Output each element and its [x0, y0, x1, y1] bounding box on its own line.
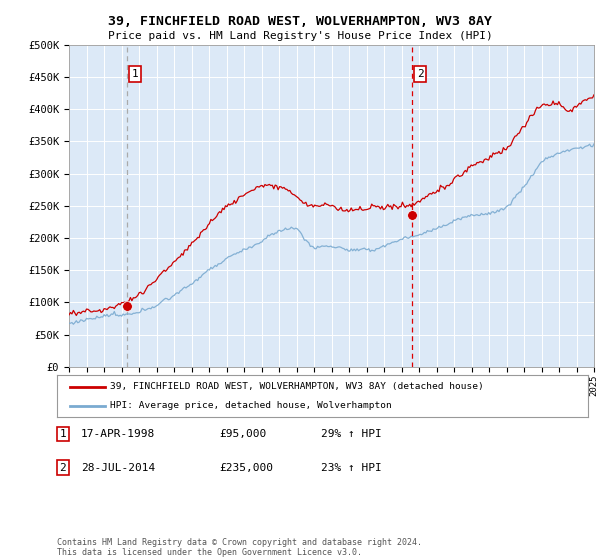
Text: 28-JUL-2014: 28-JUL-2014 [81, 463, 155, 473]
Text: 17-APR-1998: 17-APR-1998 [81, 429, 155, 439]
Text: Contains HM Land Registry data © Crown copyright and database right 2024.
This d: Contains HM Land Registry data © Crown c… [57, 538, 422, 557]
Text: 23% ↑ HPI: 23% ↑ HPI [321, 463, 382, 473]
Text: 1: 1 [59, 429, 67, 439]
Text: 39, FINCHFIELD ROAD WEST, WOLVERHAMPTON, WV3 8AY: 39, FINCHFIELD ROAD WEST, WOLVERHAMPTON,… [108, 15, 492, 27]
Text: 2: 2 [417, 69, 424, 79]
Text: 2: 2 [59, 463, 67, 473]
Text: HPI: Average price, detached house, Wolverhampton: HPI: Average price, detached house, Wolv… [110, 402, 392, 410]
Text: 39, FINCHFIELD ROAD WEST, WOLVERHAMPTON, WV3 8AY (detached house): 39, FINCHFIELD ROAD WEST, WOLVERHAMPTON,… [110, 382, 484, 391]
Text: £235,000: £235,000 [219, 463, 273, 473]
Text: £95,000: £95,000 [219, 429, 266, 439]
Text: 1: 1 [132, 69, 139, 79]
Text: Price paid vs. HM Land Registry's House Price Index (HPI): Price paid vs. HM Land Registry's House … [107, 31, 493, 41]
Text: 29% ↑ HPI: 29% ↑ HPI [321, 429, 382, 439]
